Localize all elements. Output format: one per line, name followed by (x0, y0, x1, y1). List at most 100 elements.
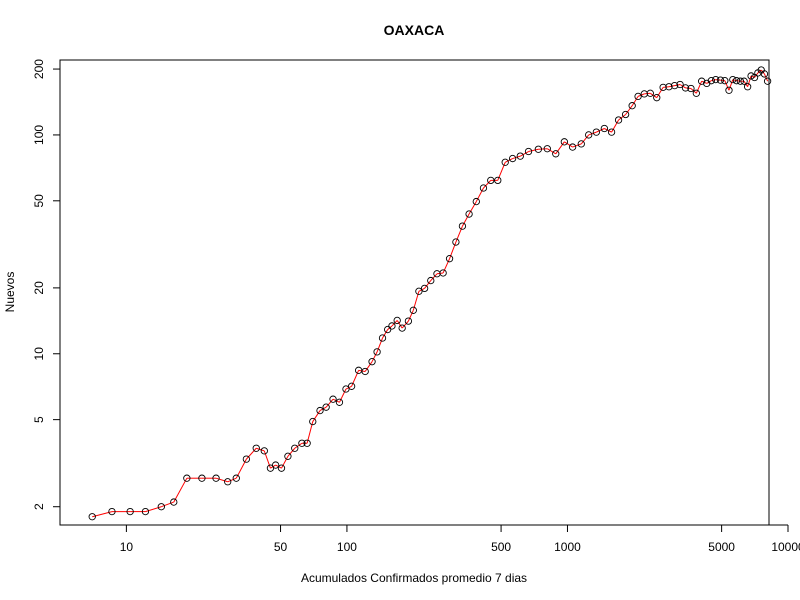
data-point (108, 507, 116, 516)
x-tick-label: 5000 (708, 540, 735, 554)
data-point (224, 478, 232, 486)
series-segment (547, 148, 557, 155)
data-point (291, 444, 299, 452)
series-segment (504, 158, 513, 163)
series-segment (455, 225, 463, 243)
series-segment (555, 141, 565, 155)
series-segment (604, 128, 612, 133)
data-point (736, 77, 744, 85)
series-line (92, 69, 769, 518)
data-point (284, 452, 292, 460)
series-segment (424, 280, 432, 289)
data-point (347, 382, 356, 390)
data-point (465, 210, 473, 218)
x-axis: 10 50 100 500 1000 5000 10000 (120, 524, 800, 554)
data-point (141, 507, 150, 516)
data-point (646, 89, 654, 97)
series-segment (763, 73, 769, 82)
data-point (725, 86, 733, 94)
data-point (198, 474, 206, 482)
series-segment (711, 79, 716, 82)
series-segment (715, 79, 721, 81)
data-point (329, 395, 337, 403)
data-point (452, 238, 460, 246)
x-tick-label: 10000 (771, 540, 800, 554)
data-point (747, 72, 755, 80)
x-axis-label: Acumulados Confirmados promedio 7 dias (301, 571, 527, 585)
data-point (271, 461, 280, 469)
series-segment (520, 151, 529, 157)
data-point (763, 77, 772, 85)
x-tick-label: 50 (274, 540, 288, 554)
data-point (384, 325, 392, 334)
data-point (368, 358, 376, 366)
data-point (252, 444, 260, 452)
data-point (665, 83, 673, 91)
x-tick-label: 10 (120, 540, 134, 554)
data-point (508, 154, 517, 163)
data-point (439, 269, 447, 277)
series-segment (720, 79, 725, 82)
data-point (659, 83, 667, 91)
series-segment (728, 79, 734, 91)
series-segment (650, 92, 658, 99)
data-point (88, 513, 96, 521)
data-point (568, 143, 577, 151)
series-segment (625, 105, 633, 115)
series-segment (396, 320, 403, 329)
y-tick-label: 10 (32, 347, 46, 361)
y-tick-label: 20 (32, 281, 46, 295)
data-point (388, 322, 396, 330)
data-point (266, 464, 275, 472)
data-point (743, 83, 752, 91)
series-segment (294, 442, 303, 449)
y-tick-label: 2 (32, 503, 46, 510)
data-point (316, 406, 324, 415)
series-segment (161, 501, 174, 508)
series-segment (528, 148, 539, 152)
data-point (721, 77, 729, 85)
data-point (607, 128, 616, 136)
data-point (277, 464, 286, 472)
data-point (487, 176, 495, 185)
data-point (707, 77, 715, 85)
series-segment (483, 180, 492, 189)
data-point (398, 324, 406, 332)
series-segment (468, 201, 477, 215)
series-segment (572, 143, 582, 148)
series-segment (430, 273, 438, 281)
series-segment (724, 80, 730, 91)
y-axis-label: Nuevos (3, 272, 17, 313)
y-tick-label: 200 (32, 59, 46, 79)
data-point (427, 276, 435, 285)
series-segment (312, 410, 321, 422)
data-point (303, 439, 311, 447)
series-segment (611, 119, 620, 133)
chart-title: OAXACA (384, 22, 445, 38)
data-point (242, 455, 251, 463)
series-segment (407, 310, 414, 322)
series-segment (371, 351, 378, 362)
data-point (183, 474, 191, 482)
series-segment (246, 447, 257, 460)
series-segment (449, 241, 457, 259)
data-point (322, 403, 330, 411)
series-segment (215, 477, 228, 483)
data-point (687, 84, 695, 93)
data-point (676, 80, 684, 89)
y-tick-label: 100 (32, 125, 46, 145)
data-point (232, 474, 240, 482)
data-point (634, 92, 642, 101)
data-point (335, 398, 344, 406)
series-segment (706, 80, 712, 84)
data-point (378, 334, 387, 342)
series-segment (351, 370, 360, 387)
data-point (534, 145, 543, 153)
series-segment (757, 69, 762, 74)
data-point (552, 150, 560, 158)
y-tick-label: 50 (32, 194, 46, 208)
series-segment (364, 361, 373, 372)
series-segment (754, 72, 759, 78)
data-point (621, 110, 630, 119)
data-point (732, 77, 741, 85)
